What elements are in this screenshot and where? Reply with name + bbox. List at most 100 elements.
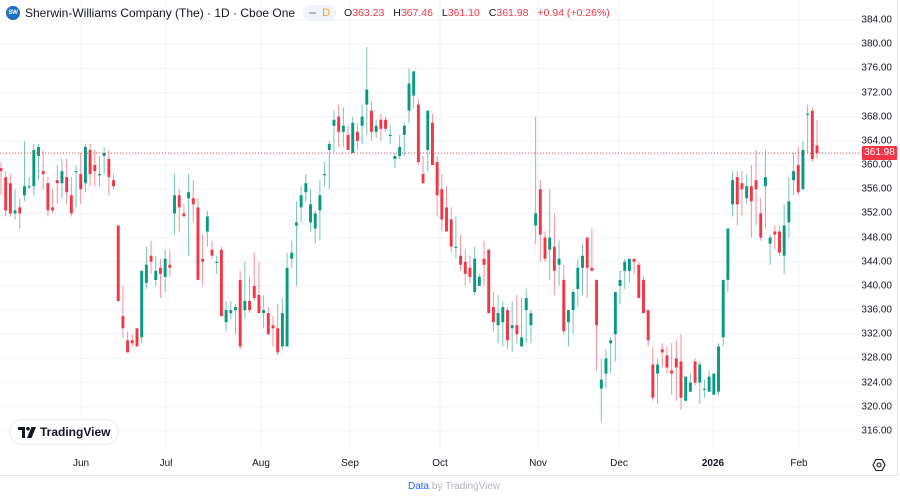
candle	[585, 237, 589, 299]
price-tick: 348.00	[861, 232, 892, 244]
candlestick-plot[interactable]	[0, 0, 860, 450]
candle	[801, 140, 805, 190]
open-label: O	[344, 7, 353, 19]
candle	[51, 189, 55, 214]
candle	[4, 171, 8, 217]
candle	[257, 261, 261, 314]
candle	[168, 249, 172, 277]
candle	[154, 255, 158, 286]
candle	[294, 201, 298, 286]
candle	[473, 246, 477, 296]
candle	[548, 189, 552, 280]
candle	[219, 246, 223, 317]
candle	[79, 152, 83, 205]
time-tick: Sep	[341, 458, 359, 469]
high-label: H	[393, 7, 401, 19]
candle	[285, 252, 289, 347]
symbol-title[interactable]: Sherwin-Williams Company (The) · 1D · Cb…	[25, 6, 296, 20]
time-tick: Nov	[529, 458, 547, 469]
candle	[524, 288, 528, 344]
price-tick: 356.00	[861, 183, 892, 195]
candle	[440, 174, 444, 232]
time-tick: Oct	[432, 458, 448, 469]
candle	[215, 255, 219, 274]
candle	[8, 174, 12, 217]
candle	[806, 104, 810, 153]
candle	[393, 152, 397, 169]
candle	[552, 213, 556, 296]
candle	[543, 231, 547, 262]
candle	[726, 228, 730, 292]
candle	[341, 107, 345, 147]
candle	[182, 204, 186, 217]
candle	[684, 376, 688, 401]
attribution-text: by TradingView	[431, 481, 501, 492]
candle	[365, 47, 369, 135]
candle	[426, 110, 430, 172]
candle	[112, 174, 116, 190]
candle	[810, 107, 814, 163]
candle	[88, 143, 92, 187]
candle	[388, 125, 392, 144]
high-value: 367.46	[400, 7, 433, 19]
candle	[782, 204, 786, 274]
candle	[534, 116, 538, 244]
candle	[693, 358, 697, 386]
time-axis[interactable]: Jun Jul Aug Sep Oct Nov Dec 2026 Feb	[0, 450, 860, 476]
interval-label: D	[322, 7, 331, 19]
price-tick: 372.00	[861, 87, 892, 99]
candle	[32, 143, 36, 196]
price-tick: 380.00	[861, 38, 892, 50]
candle	[323, 162, 327, 187]
data-link[interactable]: Data	[408, 481, 430, 492]
tradingview-logo[interactable]: TradingView	[10, 420, 119, 444]
time-tick: Jun	[72, 458, 90, 469]
price-tick: 324.00	[861, 377, 892, 389]
change-value: +0.94 (+0.26%)	[537, 7, 610, 19]
candle	[590, 228, 594, 271]
price-tick: 360.00	[861, 159, 892, 171]
candle	[416, 98, 420, 166]
low-value: 361.10	[447, 7, 480, 19]
candle	[346, 125, 350, 150]
candle	[234, 304, 237, 335]
candle	[520, 298, 524, 347]
candle	[430, 113, 434, 166]
candle	[778, 225, 781, 256]
price-tick: 336.00	[861, 304, 892, 316]
symbol-legend: SW Sherwin-Williams Company (The) · 1D ·…	[6, 4, 610, 22]
symbol-logo-icon: SW	[6, 6, 20, 20]
tradingview-label: TradingView	[40, 425, 111, 439]
settings-icon[interactable]	[872, 458, 886, 472]
candle	[792, 152, 796, 196]
price-tick: 376.00	[861, 62, 892, 74]
candle	[379, 113, 383, 141]
candle	[412, 71, 416, 108]
candle	[196, 198, 200, 280]
candle	[18, 198, 22, 229]
candle	[627, 258, 631, 283]
candle	[463, 249, 467, 286]
candle	[205, 210, 209, 247]
candle	[656, 358, 660, 404]
candle	[557, 240, 561, 286]
candle	[679, 334, 683, 410]
time-tick: Aug	[252, 458, 270, 469]
candle	[501, 301, 505, 347]
collapse-icon	[309, 12, 317, 14]
ohlc-values: O363.23 H367.46 L361.10 C361.98 +0.94 (+…	[344, 7, 610, 19]
price-axis[interactable]: 384.00 380.00 376.00 372.00 368.00 364.00 360.…	[860, 0, 898, 450]
candle	[313, 210, 317, 244]
tradingview-icon	[18, 426, 36, 438]
candle	[449, 207, 453, 253]
candle	[702, 379, 706, 398]
interval-pill[interactable]: D	[303, 5, 337, 21]
candle	[93, 149, 97, 187]
candle	[266, 307, 270, 335]
candle	[674, 340, 678, 401]
candle	[27, 177, 31, 190]
candle	[477, 273, 481, 286]
candle	[224, 301, 228, 332]
candle	[140, 270, 144, 344]
chart-frame: SW Sherwin-Williams Company (The) · 1D ·…	[0, 0, 898, 476]
